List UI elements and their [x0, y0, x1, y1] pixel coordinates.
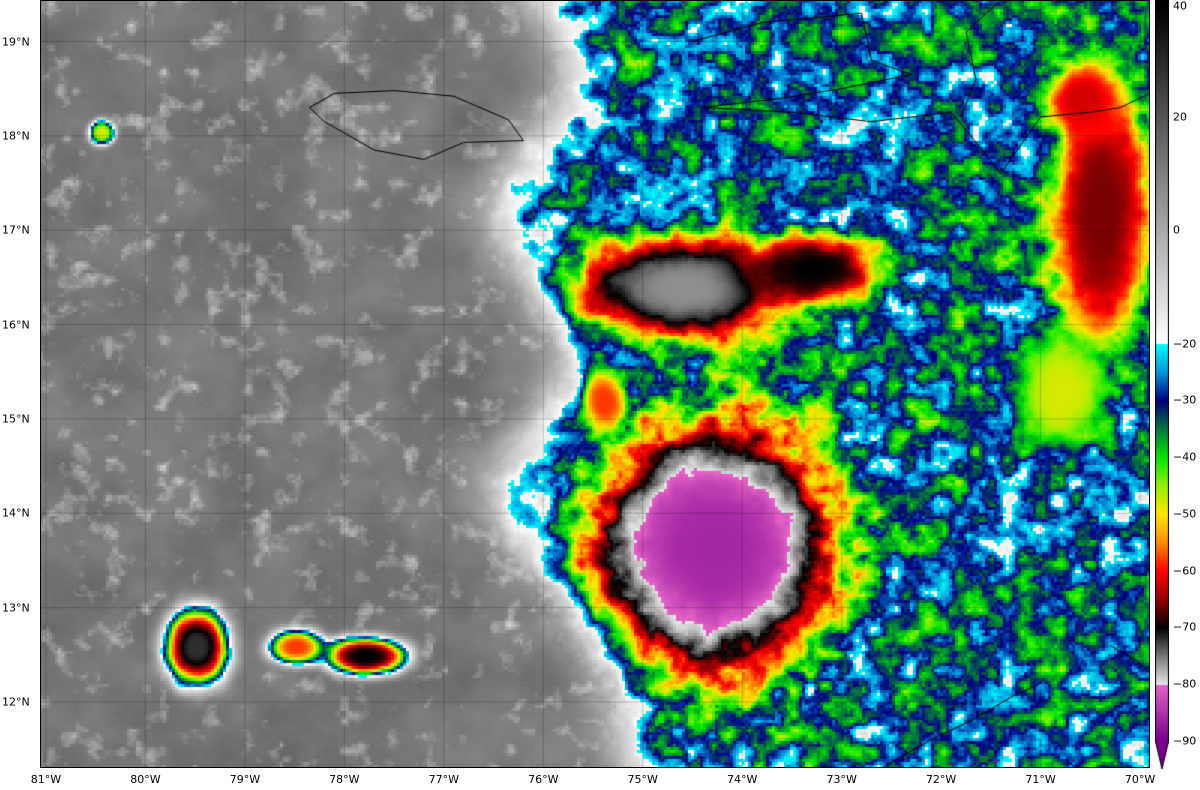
lon-tick-label: 70°W: [1124, 773, 1156, 786]
lat-tick-label: 16°N: [2, 318, 30, 332]
map-frame: [40, 0, 1150, 768]
lon-tick-label: 72°W: [925, 773, 957, 786]
lon-tick-label: 74°W: [727, 773, 758, 786]
lon-tick-label: 71°W: [1025, 773, 1056, 786]
colorbar-tick-label: 20: [1173, 110, 1187, 124]
lat-tick-label: 17°N: [2, 223, 30, 237]
lon-tick-label: 78°W: [329, 773, 360, 786]
lon-tick-label: 73°W: [826, 773, 857, 786]
colorbar-tick-label: −80: [1173, 677, 1197, 691]
satellite-ir-map: [40, 0, 1150, 768]
lon-tick-label: 79°W: [229, 773, 261, 786]
colorbar-tick-label: −90: [1173, 734, 1197, 748]
lon-tick-label: 81°W: [30, 773, 62, 786]
colorbar-tick-label: −60: [1173, 564, 1197, 578]
lat-tick-label: 14°N: [2, 506, 30, 520]
colorbar-tick-label: 40: [1173, 0, 1187, 13]
lat-tick-label: 15°N: [2, 412, 30, 426]
colorbar-tick-label: −40: [1173, 450, 1197, 464]
colorbar-tick-label: −20: [1173, 337, 1197, 351]
lon-tick-label: 77°W: [428, 773, 459, 786]
lon-tick-label: 76°W: [528, 773, 559, 786]
colorbar-tick-label: −70: [1173, 620, 1197, 634]
colorbar-tick-label: −50: [1173, 507, 1197, 521]
lat-tick-label: 19°N: [2, 35, 30, 48]
colorbar: [1155, 0, 1169, 780]
lon-tick-label: 75°W: [627, 773, 658, 786]
lat-tick-label: 18°N: [2, 129, 30, 143]
colorbar-tick-label: −30: [1173, 393, 1197, 407]
lat-tick-label: 12°N: [2, 695, 30, 709]
lon-tick-label: 80°W: [130, 773, 161, 786]
colorbar-tick-label: 0: [1173, 223, 1180, 237]
lat-tick-label: 13°N: [2, 601, 30, 615]
